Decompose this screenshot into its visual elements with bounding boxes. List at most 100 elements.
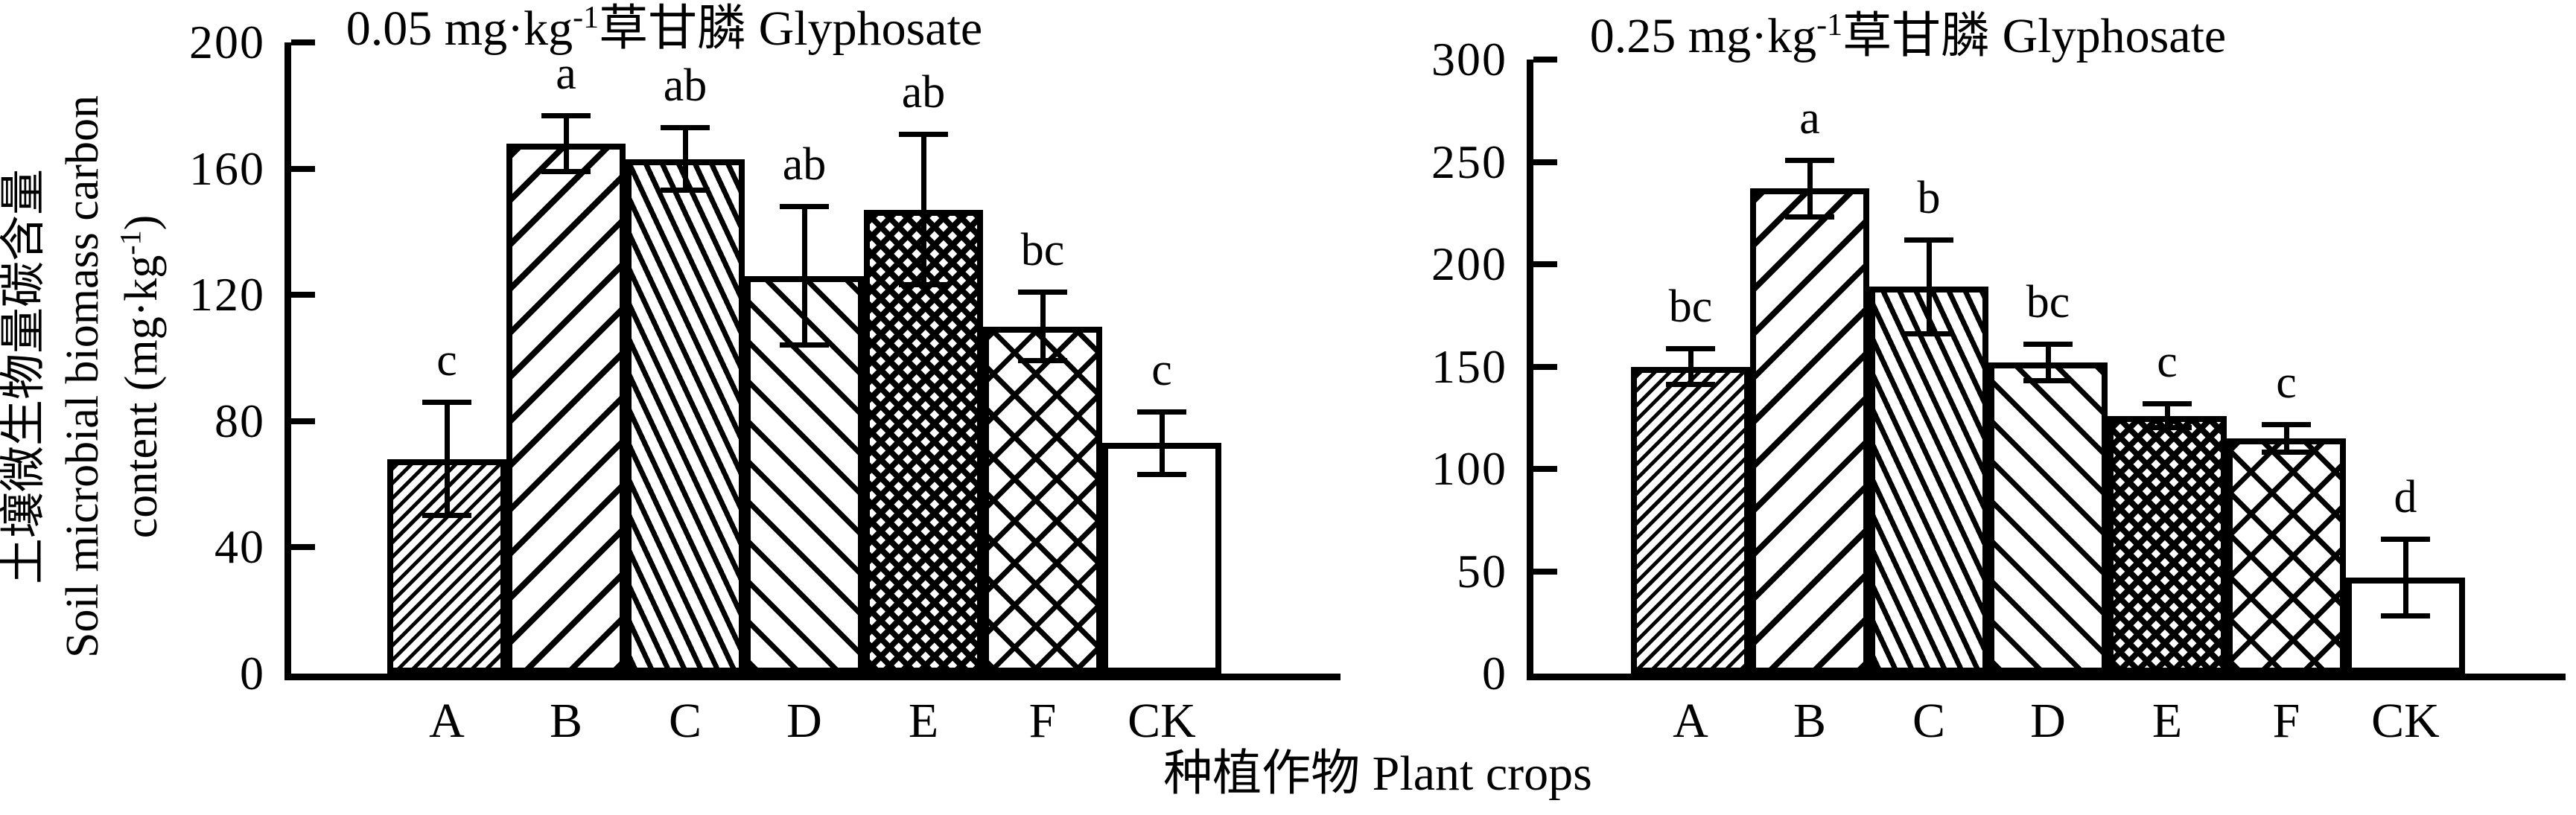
error-bar-F: [1040, 291, 1046, 362]
error-cap-bottom-E: [899, 282, 948, 288]
error-cap-bottom-A: [1666, 382, 1715, 388]
y-tick-120: [291, 292, 315, 298]
error-cap-top-E: [899, 131, 948, 137]
y-tick-label-120: 120: [189, 268, 265, 322]
y-tick-label-50: 50: [1457, 544, 1507, 598]
error-bar-C: [1926, 240, 1932, 334]
error-bar-A: [1688, 348, 1694, 386]
y-tick-label-100: 100: [1431, 442, 1507, 495]
sig-letter-C: ab: [663, 60, 707, 112]
chart-title-high-dose: 0.25 mg·kg-1草甘膦 Glyphosate: [1543, 3, 2273, 70]
x-axis-label: 种植作物 Plant crops: [1163, 747, 1592, 801]
error-bar-C: [682, 127, 688, 191]
y-tick-250: [1533, 159, 1557, 165]
error-cap-top-F: [2262, 421, 2311, 427]
error-cap-top-C: [1904, 237, 1953, 243]
error-cap-bottom-CK: [1137, 471, 1186, 477]
error-cap-bottom-A: [422, 513, 471, 518]
y-tick-label-150: 150: [1431, 339, 1507, 393]
x-axis-line: [284, 674, 1341, 680]
error-cap-top-D: [780, 204, 829, 210]
title-text: 0.25 mg·kg: [1589, 9, 1817, 63]
category-label-B: B: [1793, 694, 1827, 748]
sig-letter-E: c: [2157, 336, 2178, 387]
y-tick-label-300: 300: [1431, 33, 1507, 86]
error-cap-top-CK: [1137, 409, 1186, 415]
y-axis-label-english: Soil microbial biomass carbon: [57, 95, 108, 658]
y-tick-300: [1533, 57, 1557, 63]
bar-D: [1988, 362, 2108, 674]
error-cap-top-B: [1785, 157, 1834, 163]
sig-letter-A: bc: [1668, 281, 1713, 332]
y-tick-80: [291, 418, 315, 424]
error-cap-bottom-E: [2143, 425, 2192, 430]
sig-letter-F: c: [2276, 357, 2297, 408]
sig-letter-A: c: [436, 335, 457, 386]
error-cap-top-B: [541, 112, 591, 118]
y-tick-label-250: 250: [1431, 135, 1507, 188]
error-cap-bottom-C: [1904, 330, 1953, 336]
category-label-A: A: [1673, 694, 1708, 748]
bar-CK: [1102, 443, 1221, 674]
category-label-C: C: [668, 694, 702, 748]
bar-F: [2227, 438, 2346, 674]
y-axis-line: [284, 42, 291, 680]
bar-C: [626, 159, 745, 674]
category-label-D: D: [786, 694, 822, 748]
error-cap-top-D: [2023, 342, 2073, 348]
sig-letter-CK: d: [2394, 471, 2417, 522]
error-cap-top-F: [1018, 289, 1067, 295]
y-axis-units-superscript: -1: [113, 230, 147, 255]
category-label-CK: CK: [1128, 694, 1196, 748]
chart-title-low-dose: 0.05 mg·kg-1草甘膦 Glyphosate: [299, 0, 1029, 63]
error-cap-top-E: [2143, 401, 2192, 406]
error-bar-D: [801, 206, 807, 346]
category-label-CK: CK: [2371, 694, 2440, 748]
title-superscript: -1: [573, 1, 600, 35]
error-bar-B: [1807, 159, 1813, 217]
y-axis-label: 土壤微生物量碳含量 Soil microbial biomass carbon …: [0, 12, 174, 741]
y-tick-100: [1533, 466, 1557, 472]
y-tick-50: [1533, 568, 1557, 575]
error-cap-bottom-D: [2023, 377, 2073, 383]
category-label-D: D: [2030, 694, 2066, 748]
error-cap-bottom-F: [2262, 450, 2311, 455]
sig-letter-C: b: [1917, 173, 1941, 223]
error-bar-D: [2045, 344, 2051, 381]
bar-E: [864, 209, 983, 674]
y-axis-units-close: ): [116, 214, 167, 231]
category-label-A: A: [429, 694, 465, 748]
title-text: 0.05 mg·kg: [346, 1, 573, 56]
bar-A: [1631, 366, 1750, 674]
sig-letter-CK: c: [1151, 345, 1172, 396]
title-superscript: -1: [1816, 8, 1843, 42]
title-suffix: 草甘膦 Glyphosate: [1842, 9, 2227, 63]
error-cap-bottom-D: [780, 342, 829, 348]
error-cap-bottom-F: [1018, 358, 1067, 364]
y-tick-label-200: 200: [189, 16, 265, 68]
y-tick-200: [291, 39, 315, 45]
y-tick-label-0: 0: [1482, 647, 1507, 700]
category-label-B: B: [549, 694, 583, 748]
category-label-E: E: [2152, 694, 2183, 748]
bar-E: [2108, 415, 2227, 674]
y-tick-label-160: 160: [189, 141, 265, 195]
error-bar-A: [444, 402, 450, 516]
bar-C: [1869, 287, 1988, 674]
sig-letter-E: ab: [901, 66, 946, 118]
y-tick-label-0: 0: [240, 647, 265, 700]
y-tick-160: [291, 165, 315, 172]
y-tick-label-40: 40: [214, 520, 265, 574]
y-axis-label-units: content (mg·kg-1): [112, 12, 171, 741]
error-cap-top-A: [422, 400, 471, 406]
error-bar-F: [2283, 424, 2289, 453]
error-cap-bottom-CK: [2381, 613, 2430, 619]
error-bar-E: [2164, 403, 2170, 428]
error-bar-CK: [2402, 538, 2408, 616]
y-tick-label-80: 80: [214, 394, 265, 447]
bar-B: [1750, 188, 1869, 674]
y-axis-label-chinese: 土壤微生物量碳含量: [0, 169, 49, 585]
